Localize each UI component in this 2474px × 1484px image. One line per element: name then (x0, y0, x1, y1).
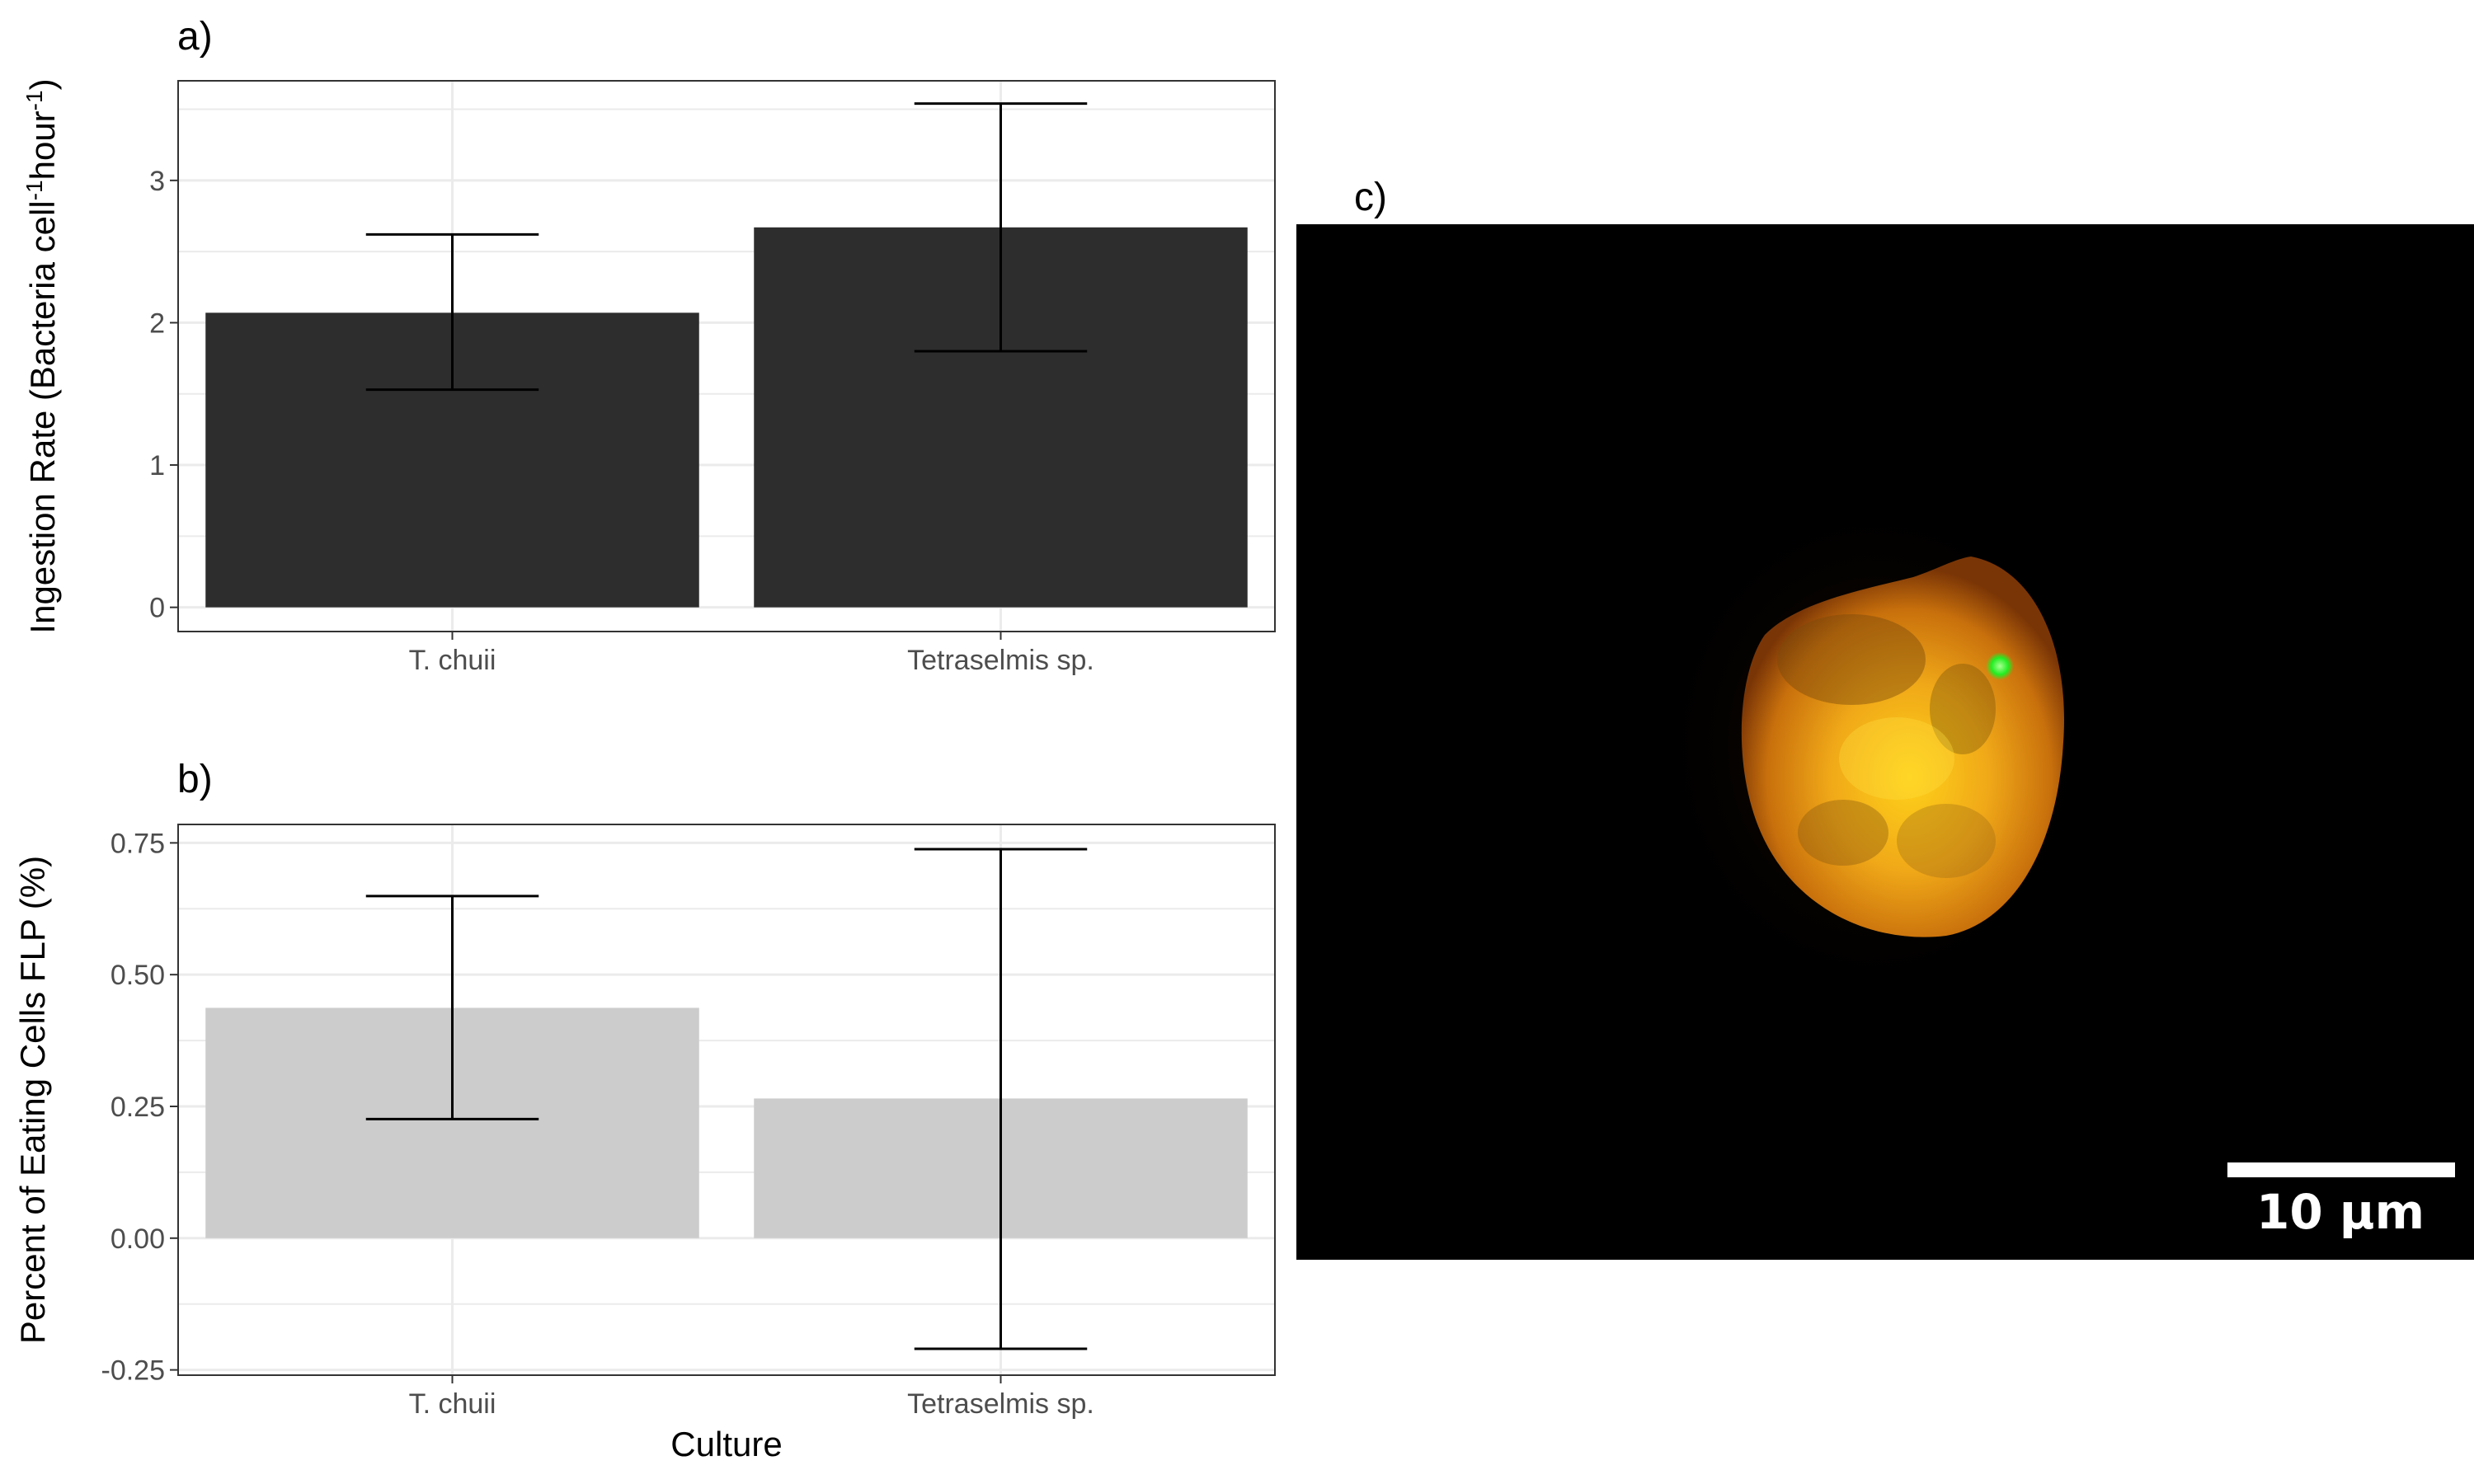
panel-b-y-tick-label: 0.50 (111, 960, 165, 991)
scale-bar-label: 10 μm (2256, 1184, 2425, 1240)
panel-b-label: b) (177, 758, 213, 801)
panel-a-bar-chart: a) 0 1 2 3 T. chuii Tetraselmis sp. Ingestio… (21, 15, 1276, 676)
panel-b-y-axis-title: Percent of Eating Cells FLP (%) (13, 856, 52, 1344)
panel-b-x-tick-label: T. chuii (409, 1388, 496, 1420)
panel-a-y-tick-label: 2 (149, 308, 165, 339)
panel-b-x-axis-title: Culture (670, 1425, 782, 1463)
scale-bar: 10 μm (2227, 1162, 2455, 1240)
panel-a-plot-border (177, 80, 1276, 632)
panel-b-y-tick-label: 0.25 (111, 1092, 165, 1123)
panel-b-y-tick-label: -0.25 (101, 1355, 166, 1387)
panel-b-x-tick-label: Tetraselmis sp. (907, 1388, 1094, 1420)
panel-c-label: c) (1354, 176, 1387, 219)
panel-b-y-tick-label: 0.00 (111, 1223, 165, 1255)
panel-a-y-tick-label: 0 (149, 593, 165, 624)
panel-b-bar-chart: b) -0.25 0.00 0.25 0.50 0.75 T. chuii Tetrase… (13, 758, 1276, 1463)
panel-a-y-tick-label: 1 (149, 450, 165, 481)
panel-a-label: a) (177, 15, 213, 59)
panel-a-y-axis-title: Ingestion Rate (Bacteria cell-1hour-1) (21, 78, 63, 633)
panel-a-y-tick-label: 3 (149, 166, 165, 197)
green-fluorescent-bead (1986, 652, 2014, 680)
micrograph-cell (1637, 474, 2115, 1018)
scale-bar-line (2227, 1162, 2455, 1177)
panel-b-y-tick-label: 0.75 (111, 828, 165, 859)
panel-c-micrograph: c) 10 μm (1296, 176, 2474, 1260)
panel-a-x-tick-label: Tetraselmis sp. (907, 645, 1094, 676)
panel-b-plot-border (177, 824, 1276, 1376)
panel-a-x-tick-label: T. chuii (409, 645, 496, 676)
